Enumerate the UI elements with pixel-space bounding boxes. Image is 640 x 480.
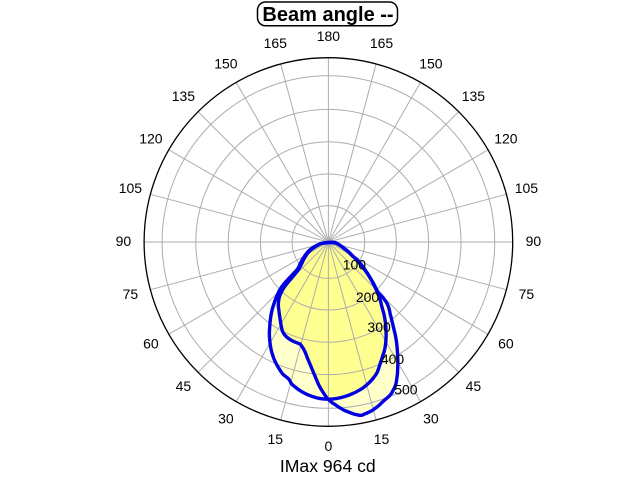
svg-text:105: 105 [515,180,539,196]
svg-text:90: 90 [526,233,542,249]
svg-text:200: 200 [356,289,380,305]
svg-text:75: 75 [123,286,139,302]
svg-text:165: 165 [264,35,288,51]
svg-text:120: 120 [494,130,518,146]
svg-text:135: 135 [462,88,486,104]
svg-text:60: 60 [143,335,159,351]
svg-text:180: 180 [317,28,341,44]
svg-text:0: 0 [325,438,333,454]
svg-text:45: 45 [176,378,192,394]
svg-text:500: 500 [394,381,418,397]
svg-text:30: 30 [218,410,234,426]
svg-text:60: 60 [498,335,514,351]
svg-text:15: 15 [268,431,284,447]
svg-text:105: 105 [119,180,143,196]
svg-text:300: 300 [367,319,391,335]
svg-text:120: 120 [139,130,163,146]
svg-text:165: 165 [370,35,394,51]
svg-text:30: 30 [423,410,439,426]
svg-text:IMax 964 cd: IMax 964 cd [280,456,376,476]
svg-text:150: 150 [214,55,238,71]
svg-text:90: 90 [116,233,132,249]
svg-text:75: 75 [519,286,535,302]
svg-text:15: 15 [374,431,390,447]
svg-text:Beam angle --: Beam angle -- [262,4,393,26]
svg-text:45: 45 [466,378,482,394]
svg-text:100: 100 [343,257,367,273]
svg-text:135: 135 [172,88,196,104]
svg-text:400: 400 [381,351,405,367]
svg-text:150: 150 [419,55,443,71]
